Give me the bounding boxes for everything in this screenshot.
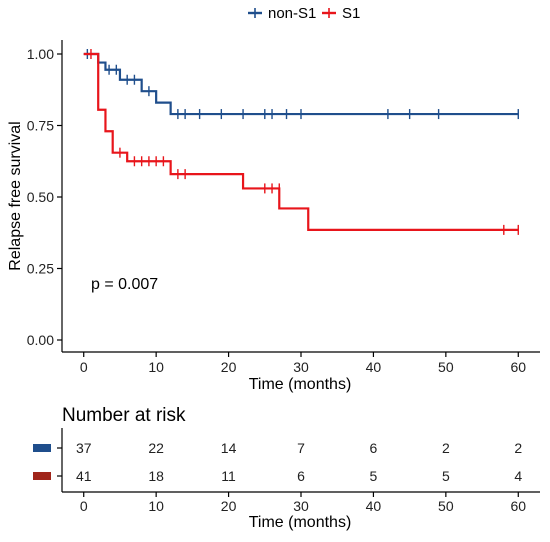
risk-x-tick-label: 40 [366,498,382,514]
risk-x-tick-label: 20 [221,498,237,514]
legend: non-S1 S1 [248,5,360,22]
y-tick-label: 0.00 [27,332,54,348]
y-axis-ticks: 0.00 0.25 0.50 0.75 1.00 [27,46,62,348]
y-tick-label: 1.00 [27,46,54,62]
x-axis-label: Time (months) [249,376,352,393]
series-group [83,49,519,235]
risk-cell-non-s1: 37 [76,440,92,456]
risk-table-title: Number at risk [62,405,186,426]
risk-table: Number at risk 37 22 14 7 6 2 241 18 11 6 5 5 4 0 10 2… [33,405,540,531]
risk-cell-non-s1: 6 [370,440,378,456]
x-tick-label: 0 [80,359,88,375]
risk-table-rows: 37 22 14 7 6 2 241 18 11 6 5 5 4 [33,440,522,484]
y-axis-label: Relapse free survival [7,121,24,270]
risk-cell-non-s1: 2 [442,440,450,456]
x-tick-label: 30 [293,359,309,375]
risk-cell-non-s1: 14 [221,440,237,456]
risk-cell-non-s1: 2 [514,440,522,456]
x-tick-label: 60 [510,359,526,375]
series-line-non-s1 [83,52,519,116]
risk-cell-s1: 6 [297,468,305,484]
risk-row-color-non-s1 [33,444,51,452]
x-tick-label: 20 [221,359,237,375]
risk-cell-non-s1: 22 [148,440,164,456]
risk-x-tick-label: 30 [293,498,309,514]
legend-label-s1: S1 [342,5,360,22]
risk-x-tick-label: 10 [148,498,164,514]
x-tick-label: 50 [438,359,454,375]
risk-x-tick-label: 0 [80,498,88,514]
risk-cell-s1: 5 [442,468,450,484]
series-line-s1 [83,52,519,231]
y-tick-label: 0.75 [27,118,54,134]
y-tick-label: 0.25 [27,261,54,277]
p-value-annotation: p = 0.007 [91,276,158,293]
x-axis-ticks: 0 10 20 30 40 50 60 [80,352,526,375]
risk-row-color-s1 [33,472,51,480]
y-tick-label: 0.50 [27,189,54,205]
risk-cell-s1: 11 [221,468,236,484]
legend-label-non-s1: non-S1 [268,5,316,22]
x-tick-label: 10 [148,359,164,375]
risk-cell-s1: 41 [76,468,92,484]
x-tick-label: 40 [366,359,382,375]
risk-x-tick-label: 50 [438,498,454,514]
risk-x-axis-ticks: 0 10 20 30 40 50 60 [80,492,526,514]
risk-x-axis-label: Time (months) [249,514,352,531]
km-plot: 0.00 0.25 0.50 0.75 1.00 0 10 20 30 40 50 60 Relap… [7,40,540,393]
risk-cell-s1: 18 [148,468,164,484]
risk-cell-non-s1: 7 [297,440,305,456]
risk-cell-s1: 5 [370,468,378,484]
risk-cell-s1: 4 [514,468,522,484]
risk-x-tick-label: 60 [510,498,526,514]
